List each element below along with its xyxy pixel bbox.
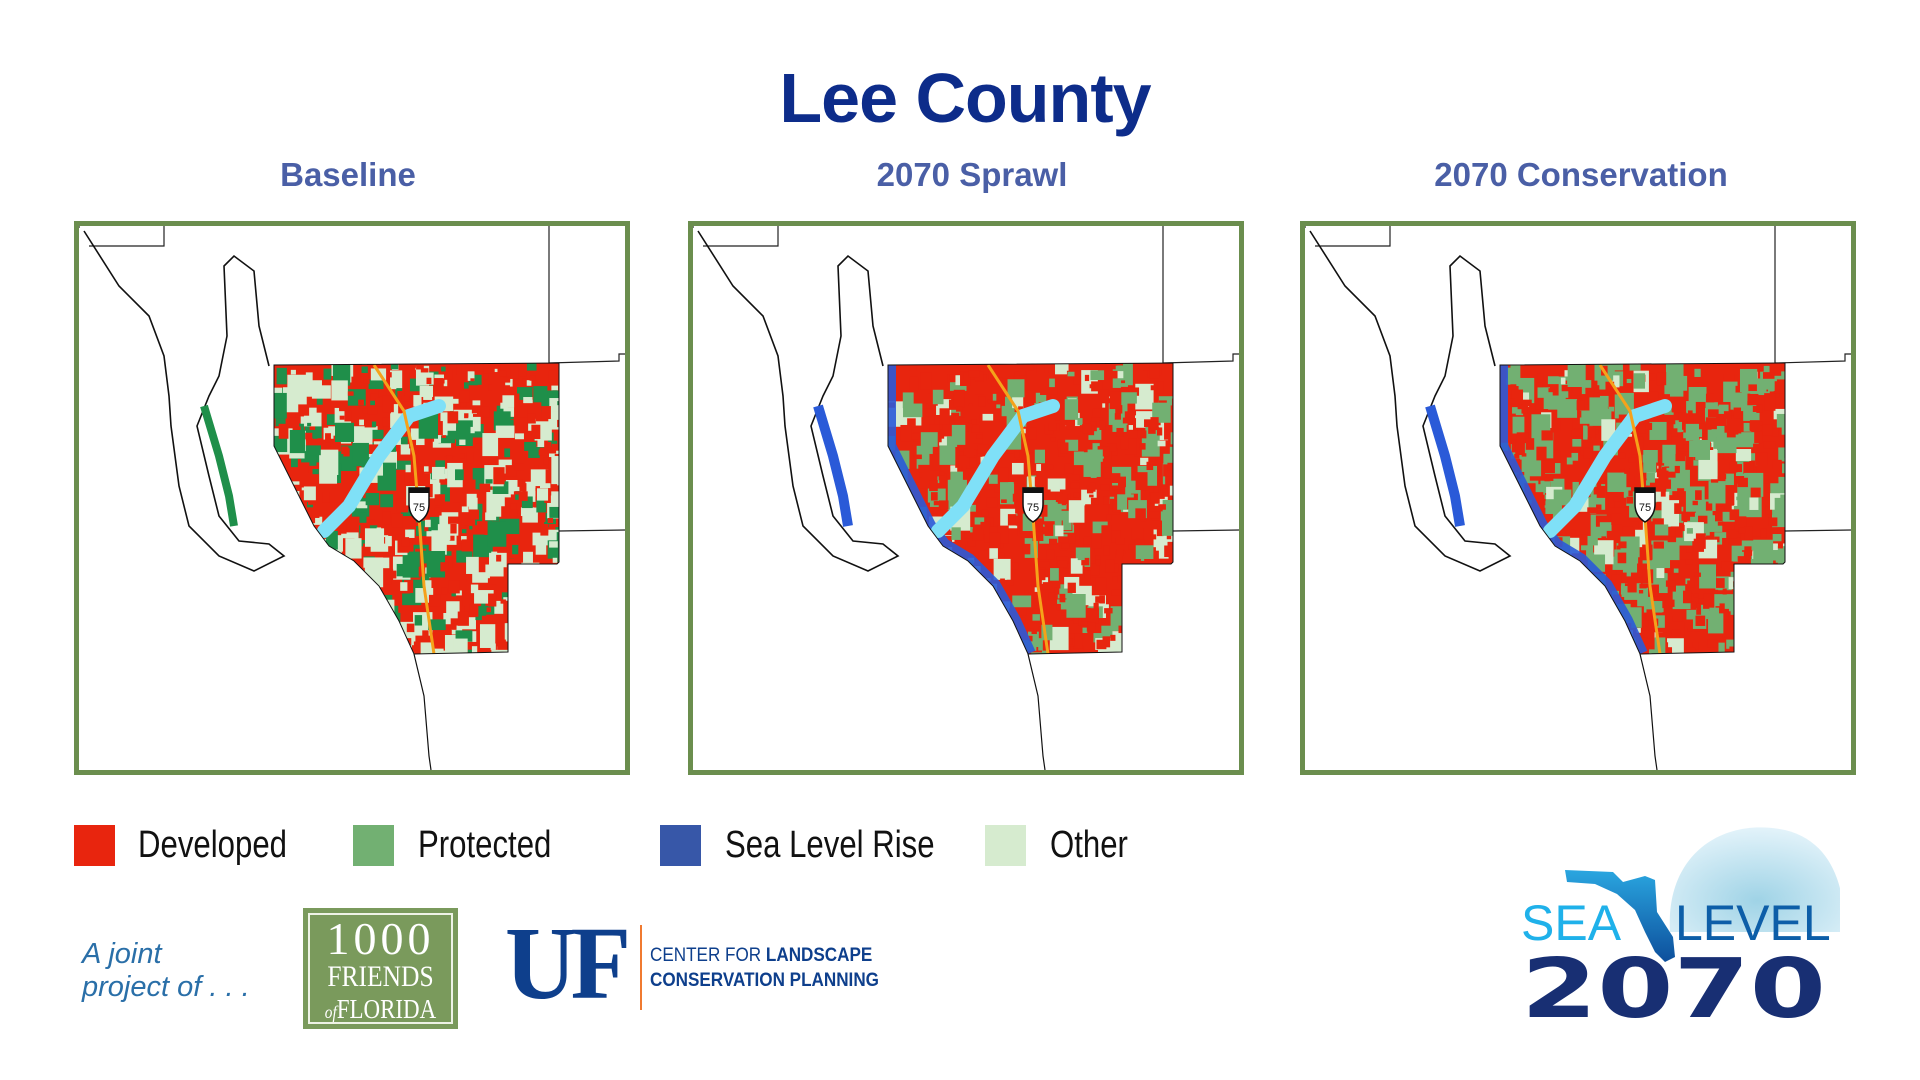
friends-florida: FLORIDA <box>336 994 437 1024</box>
joint-line-1: A joint <box>82 938 162 970</box>
center-line-2: CONSERVATION PLANNING <box>650 970 879 991</box>
uf-divider <box>640 925 642 1010</box>
river <box>931 399 1060 538</box>
friends-word: FRIENDS <box>327 960 434 993</box>
joint-project-text: A joint project of . . . <box>82 938 250 1004</box>
panel-title-conservation: 2070 Conservation <box>1434 156 1728 193</box>
coastline <box>83 230 286 572</box>
panel-title-baseline: Baseline <box>280 156 416 193</box>
county-boundary-lines <box>79 226 625 532</box>
sea-level-2070-logo: SEA LEVEL 2070 <box>1521 827 1840 1024</box>
panel-title-sprawl: 2070 Sprawl <box>876 156 1068 193</box>
county-boundary-lines <box>693 226 1239 532</box>
map-sprawl: 75 <box>688 221 1244 775</box>
interstate-75-line <box>372 364 436 654</box>
county-boundary-lines <box>1305 226 1851 532</box>
uf-logo: UF <box>505 906 631 1021</box>
interstate-shield-icon: 75 <box>1634 487 1656 523</box>
map-svg: 75 <box>693 226 1239 770</box>
shield-number: 75 <box>1639 502 1651 514</box>
joint-line-2: project of . . . <box>82 971 250 1003</box>
page-title: Lee County <box>779 59 1151 137</box>
logo-sea: SEA <box>1521 895 1622 951</box>
legend-label-other: Other <box>1050 824 1128 866</box>
coastline <box>1309 230 1512 572</box>
coastline <box>697 230 900 572</box>
river <box>1543 399 1672 538</box>
logo-level: LEVEL <box>1675 895 1831 951</box>
center-line-1-light: CENTER FOR <box>650 945 766 966</box>
map-svg: 75 <box>1305 226 1851 770</box>
land-use-cells <box>1500 363 1785 654</box>
land-use-cells <box>274 363 559 654</box>
shield-number: 75 <box>413 502 425 514</box>
florida-shape-icon <box>1565 870 1675 962</box>
wave-icon <box>1669 827 1840 932</box>
legend-swatch-sea-level-rise <box>660 825 701 866</box>
interstate-shield-icon: 75 <box>1022 487 1044 523</box>
river <box>317 399 446 538</box>
interstate-shield-icon: 75 <box>408 487 430 523</box>
legend-label-protected: Protected <box>418 824 552 866</box>
friends-1000: 1000 <box>326 913 435 964</box>
map-conservation: 75 <box>1300 221 1856 775</box>
legend-label-sea-level-rise: Sea Level Rise <box>725 824 935 866</box>
map-baseline: 75 <box>74 221 630 775</box>
legend-swatch-other <box>985 825 1026 866</box>
legend-label-developed: Developed <box>138 824 287 866</box>
center-line-1-bold: LANDSCAPE <box>765 945 873 966</box>
map-svg: 75 <box>79 226 625 770</box>
1000-friends-logo: 1000 FRIENDS ofFLORIDA <box>303 908 458 1029</box>
friends-of: of <box>324 1002 337 1022</box>
legend-swatch-developed <box>74 825 115 866</box>
interstate-75-line <box>1598 364 1662 654</box>
shield-number: 75 <box>1027 502 1039 514</box>
center-landscape-text: CENTER FOR LANDSCAPE CONSERVATION PLANNI… <box>650 943 879 993</box>
interstate-75-line <box>986 364 1050 654</box>
legend-swatch-protected <box>353 825 394 866</box>
logo-year: 2070 <box>1521 942 1826 1024</box>
